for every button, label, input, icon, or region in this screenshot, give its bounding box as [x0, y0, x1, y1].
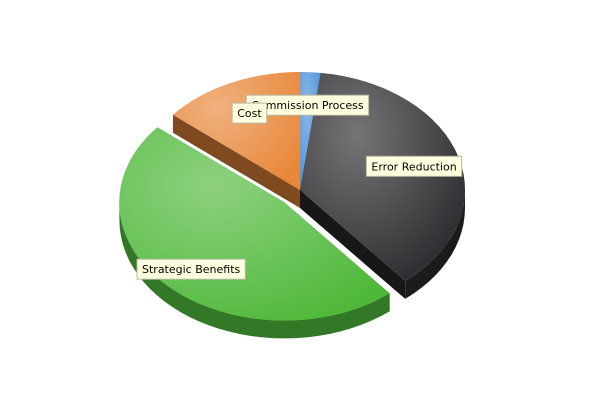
slice-side-strategic-benefits [119, 202, 390, 339]
slice-label-box [136, 258, 246, 280]
slice-label-strategic-benefits: Strategic Benefits [136, 258, 246, 280]
slice-side-error-reduction [300, 190, 406, 299]
pie-slice-error-reduction[interactable] [300, 72, 466, 281]
slice-label-cost: Cost [231, 102, 268, 124]
label-layer: Commission Process Error Reduction Strateg… [136, 94, 463, 280]
slice-label-box [231, 102, 268, 124]
slice-label-text: Error Reduction [371, 160, 456, 173]
slice-label-box [365, 155, 463, 177]
slice-label-text: Strategic Benefits [142, 263, 241, 276]
slice-label-text: Commission Process [251, 99, 364, 112]
slice-side-error-reduction [405, 190, 465, 299]
slice-side-cost [172, 114, 300, 208]
slice-label-text: Cost [237, 107, 262, 120]
slice-label-error-reduction: Error Reduction [365, 155, 463, 177]
